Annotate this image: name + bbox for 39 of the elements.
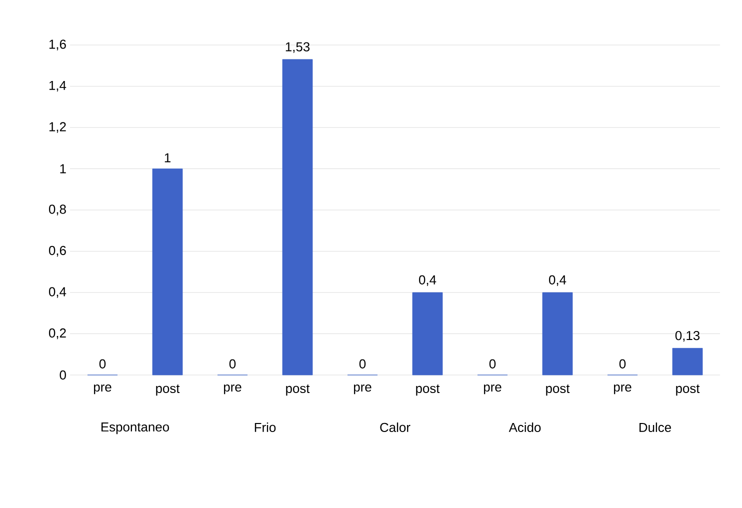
data-label: 1,53 (286, 42, 310, 53)
y-tick-label: 1,2 (49, 122, 66, 133)
y-tick-label: 0 (60, 370, 66, 380)
data-label: 0,13 (675, 330, 700, 342)
x-tick-label: post (546, 384, 570, 396)
text: Calor (380, 422, 410, 432)
y-tick-label: 1,6 (49, 40, 66, 50)
text: Espontaneo (101, 422, 170, 434)
x-tick-label: pre (94, 384, 112, 394)
text: Frio (254, 422, 276, 432)
bar (672, 348, 703, 376)
data-label: 0,4 (549, 275, 566, 286)
data-label: 0 (229, 359, 236, 368)
y-tick-label: 1,4 (49, 80, 66, 92)
data-label: 0,4 (419, 275, 436, 286)
data-label: 0 (359, 359, 366, 368)
text: Acido (508, 422, 541, 432)
bar (542, 292, 573, 376)
data-label: 0 (99, 359, 106, 368)
y-tick-label: 0,4 (48, 287, 66, 298)
data-label: 1 (164, 153, 170, 162)
x-tick-label: post (156, 384, 180, 396)
y-tick-label: 0,2 (48, 328, 66, 340)
y-tick-label: 0,8 (48, 204, 66, 216)
bar (282, 59, 313, 376)
bar (152, 168, 183, 376)
data-label: 0 (619, 359, 626, 368)
x-tick-label: pre (614, 384, 632, 394)
x-tick-label: post (676, 384, 700, 396)
bar (412, 292, 443, 376)
text: Dulce (640, 422, 671, 432)
y-tick-label: 0,6 (48, 246, 66, 257)
y-tick-label: 1 (60, 164, 66, 174)
data-label: 0 (489, 359, 496, 368)
x-tick-label: post (416, 384, 440, 396)
x-tick-label: pre (484, 384, 502, 394)
x-tick-label: pre (224, 384, 242, 394)
x-tick-label: post (286, 384, 310, 396)
x-tick-label: pre (354, 384, 372, 394)
